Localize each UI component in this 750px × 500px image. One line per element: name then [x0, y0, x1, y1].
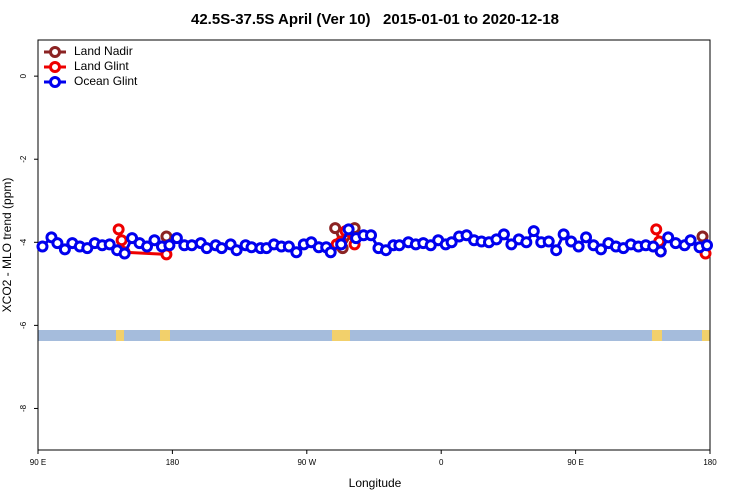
point [170, 232, 183, 245]
point [118, 247, 131, 260]
point [572, 240, 585, 253]
point [662, 231, 675, 244]
point [282, 240, 295, 253]
point [527, 225, 540, 238]
point [557, 228, 570, 241]
y-tick-label: 0 [19, 73, 28, 78]
point [141, 240, 154, 253]
point [580, 231, 593, 244]
point [550, 244, 563, 257]
point [497, 228, 510, 241]
point [329, 222, 342, 235]
legend-marker [49, 76, 61, 88]
point [654, 245, 667, 258]
legend-marker [49, 46, 61, 58]
land-strip [652, 330, 662, 341]
point [365, 229, 378, 242]
point [103, 238, 116, 251]
point [51, 237, 64, 250]
ocean-strip [38, 330, 710, 341]
y-tick-label: -4 [19, 238, 28, 246]
point [520, 236, 533, 249]
legend-label: Ocean Glint [74, 74, 138, 88]
point [36, 240, 49, 253]
point [148, 234, 161, 247]
point [335, 238, 348, 251]
point [445, 236, 458, 249]
point [230, 244, 243, 257]
legend-label: Land Glint [74, 59, 129, 73]
legend-label: Land Nadir [74, 44, 133, 58]
point [696, 230, 709, 243]
land-strip [116, 330, 124, 341]
chart-title: 42.5S-37.5S April (Ver 10) 2015-01-01 to… [191, 11, 559, 28]
x-tick-label: 0 [439, 458, 444, 467]
y-tick-label: -8 [19, 404, 28, 412]
land-strip [332, 330, 350, 341]
x-tick-label: 90 E [567, 458, 583, 467]
land-strip [702, 330, 710, 341]
y-tick-label: -6 [19, 321, 28, 329]
point [115, 234, 128, 247]
point [163, 239, 176, 252]
x-axis-label: Longitude [349, 476, 402, 490]
point [342, 223, 355, 236]
point [58, 243, 71, 256]
point [324, 246, 337, 259]
y-tick-label: -2 [19, 155, 28, 163]
x-tick-label: 90 W [297, 458, 316, 467]
surface-mask-strip [38, 330, 710, 341]
point [594, 243, 607, 256]
point [701, 239, 714, 252]
point [650, 223, 663, 236]
y-axis-label: XCO2 - MLO trend (ppm) [0, 178, 14, 313]
point [542, 235, 555, 248]
land-strip [160, 330, 170, 341]
point [112, 223, 125, 236]
legend-marker [49, 61, 61, 73]
series [36, 223, 714, 260]
x-tick-label: 90 E [30, 458, 46, 467]
x-tick-label: 180 [166, 458, 180, 467]
point [684, 234, 697, 247]
point [290, 246, 303, 259]
x-tick-label: 180 [703, 458, 717, 467]
